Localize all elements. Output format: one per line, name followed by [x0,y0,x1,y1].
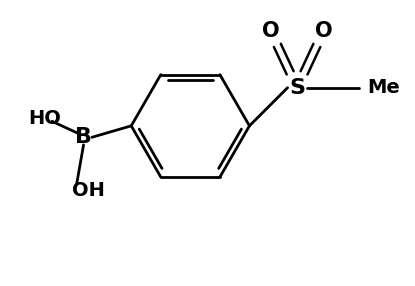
Text: Me: Me [368,78,400,97]
Text: HO: HO [28,109,61,128]
Text: S: S [289,78,305,98]
Text: B: B [75,127,92,147]
Text: O: O [315,21,332,41]
Text: O: O [261,21,279,41]
Text: OH: OH [72,181,105,200]
